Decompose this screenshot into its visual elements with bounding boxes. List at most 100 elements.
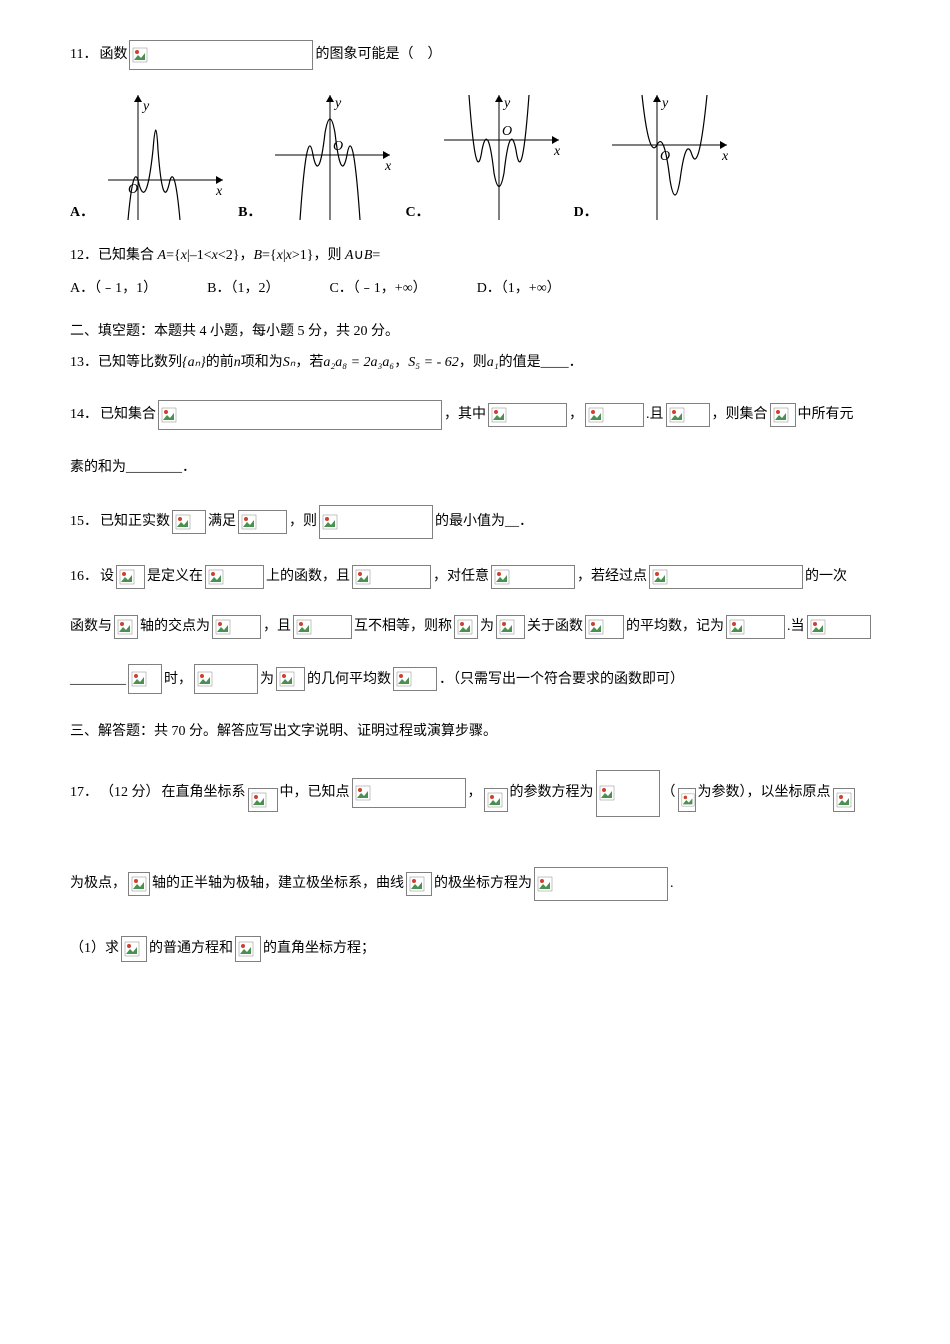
q13-n: n: [234, 355, 241, 370]
q13-seq: {aₙ}: [182, 355, 206, 370]
q16-l2-t4: 互不相等，则称: [354, 614, 452, 639]
broken-image-placeholder: [488, 403, 567, 427]
q16-t1: 设: [100, 564, 114, 589]
svg-text:x: x: [721, 149, 729, 164]
q17-l2-t3: 的极坐标方程为: [434, 871, 532, 896]
broken-image-placeholder: [235, 936, 261, 962]
q16-l2-t8: .当: [787, 614, 805, 639]
q12-t2: ={: [166, 248, 181, 263]
broken-image-placeholder: [121, 936, 147, 962]
q14-t4: .且: [646, 402, 664, 427]
q16-l2-t5: 为: [480, 614, 494, 639]
svg-text:O: O: [502, 124, 512, 139]
question-11: 11． 函数 的图象可能是（ ） A． O y x B．: [70, 40, 880, 225]
q15-t2: 满足: [208, 509, 236, 534]
q12-t4: |–1<: [187, 248, 212, 263]
q12-opt-c: C．（﹣1，+∞）: [329, 276, 426, 301]
q13-eq2: S₅ = - 62: [408, 355, 458, 370]
q16-t4: ，对任意: [433, 564, 489, 589]
q16-l2-t6: 关于函数: [527, 614, 583, 639]
question-15: 15． 已知正实数 满足 ，则 的最小值为__．: [70, 505, 880, 539]
q12-options: A．（﹣1，1） B．（1，2） C．（﹣1，+∞） D．（1，+∞）: [70, 276, 880, 301]
broken-image-placeholder: [276, 667, 305, 691]
q16-l2-t1: 函数与: [70, 614, 112, 639]
q16-l3-t3: 为: [260, 667, 274, 692]
broken-image-placeholder: [114, 615, 138, 639]
q13-sep: ，: [394, 355, 408, 370]
q13-t4: ，若: [295, 355, 323, 370]
section-3-header: 三、解答题：共 70 分。解答应写出文字说明、证明过程或演算步骤。: [70, 719, 880, 744]
q16-t5: ，若经过点: [577, 564, 647, 589]
q13-t1: 已知等比数列: [98, 355, 182, 370]
q12-opt-d: D．（1，+∞）: [477, 276, 561, 301]
svg-text:y: y: [502, 96, 511, 111]
q13-t2: 的前: [206, 355, 234, 370]
q13-number: 13．: [70, 355, 98, 370]
q11-option-b: B． O y x: [238, 85, 405, 225]
broken-image-placeholder: [833, 788, 855, 812]
q11-option-a: A． O y x: [70, 85, 238, 225]
svg-text:x: x: [384, 159, 392, 174]
svg-text:y: y: [660, 96, 669, 111]
q13-blank: ____: [541, 355, 569, 370]
q12-t12: >1}，则: [292, 248, 345, 263]
q16-l2-t2: 轴的交点为: [140, 614, 210, 639]
broken-image-placeholder: [393, 667, 437, 691]
q13-t3: 项和为: [241, 355, 283, 370]
q13-period: ．: [569, 355, 583, 370]
q13-t6: 的值是: [499, 355, 541, 370]
q12-stem: 12．已知集合 A={x|–1<x<2}，B={x|x>1}，则 A∪B=: [70, 243, 880, 268]
q12-t13: A: [345, 248, 354, 263]
broken-image-placeholder: [491, 565, 575, 589]
q17-l3-t3: 的直角坐标方程；: [263, 936, 375, 961]
graph-d: O y x: [602, 85, 742, 225]
q12-opt-b: B．（1，2）: [207, 276, 279, 301]
broken-image-placeholder: [194, 664, 258, 694]
q11-option-d: D． O y x: [574, 85, 742, 225]
q12-t16: =: [372, 248, 380, 263]
broken-image-placeholder: [406, 872, 432, 896]
q16-l3-t4: 的几何平均数: [307, 667, 391, 692]
q11-options: A． O y x B． O y x: [70, 85, 880, 225]
svg-text:y: y: [141, 99, 150, 114]
q12-t8: ={: [262, 248, 277, 263]
q11-prefix: 函数: [99, 42, 127, 67]
graph-c: O y x: [434, 85, 574, 225]
q16-number: 16．: [70, 564, 98, 589]
svg-text:y: y: [333, 96, 342, 111]
q17-l3-t2: 的普通方程和: [149, 936, 233, 961]
q17-l2-t2: 轴的正半轴为极轴，建立极坐标系，曲线: [152, 871, 404, 896]
option-label-d: D．: [574, 200, 598, 225]
q13-a1: a₁: [487, 355, 499, 370]
broken-image-placeholder: [454, 615, 478, 639]
broken-image-placeholder: [484, 788, 508, 812]
graph-b: O y x: [265, 85, 405, 225]
q14-number: 14．: [70, 402, 98, 427]
q13-sn: Sₙ: [283, 355, 296, 370]
q13-t5: ，则: [459, 355, 487, 370]
q17-number: 17．: [70, 780, 98, 805]
q16-t2: 是定义在: [147, 564, 203, 589]
option-label-a: A．: [70, 200, 94, 225]
broken-image-placeholder: [585, 615, 624, 639]
broken-image-placeholder: [158, 400, 442, 430]
q12-opt-a: A．（﹣1，1）: [70, 276, 157, 301]
broken-image-placeholder: [352, 565, 431, 589]
q17-t3b: 的参数方程为: [510, 780, 594, 805]
broken-image-placeholder: [128, 872, 150, 896]
broken-image-placeholder: [172, 510, 206, 534]
q14-t1: 已知集合: [100, 402, 156, 427]
q16-l2-t3: ，且: [263, 614, 291, 639]
broken-image-placeholder: [205, 565, 264, 589]
broken-image-placeholder: [726, 615, 785, 639]
broken-image-placeholder: [807, 615, 871, 639]
q13-eq: a₂a₈ = 2a₃a₆: [323, 355, 394, 370]
q14-t5: ，则集合: [712, 402, 768, 427]
q11-number: 11．: [70, 42, 97, 67]
section-2-header: 二、填空题：本题共 4 小题，每小题 5 分，共 20 分。: [70, 319, 880, 344]
q16-l3-t2: 时，: [164, 667, 192, 692]
q12-t6: <2}，: [218, 248, 254, 263]
option-label-c: C．: [405, 200, 429, 225]
q16-l2-t7: 的平均数，记为: [626, 614, 724, 639]
broken-image-placeholder: [128, 664, 162, 694]
